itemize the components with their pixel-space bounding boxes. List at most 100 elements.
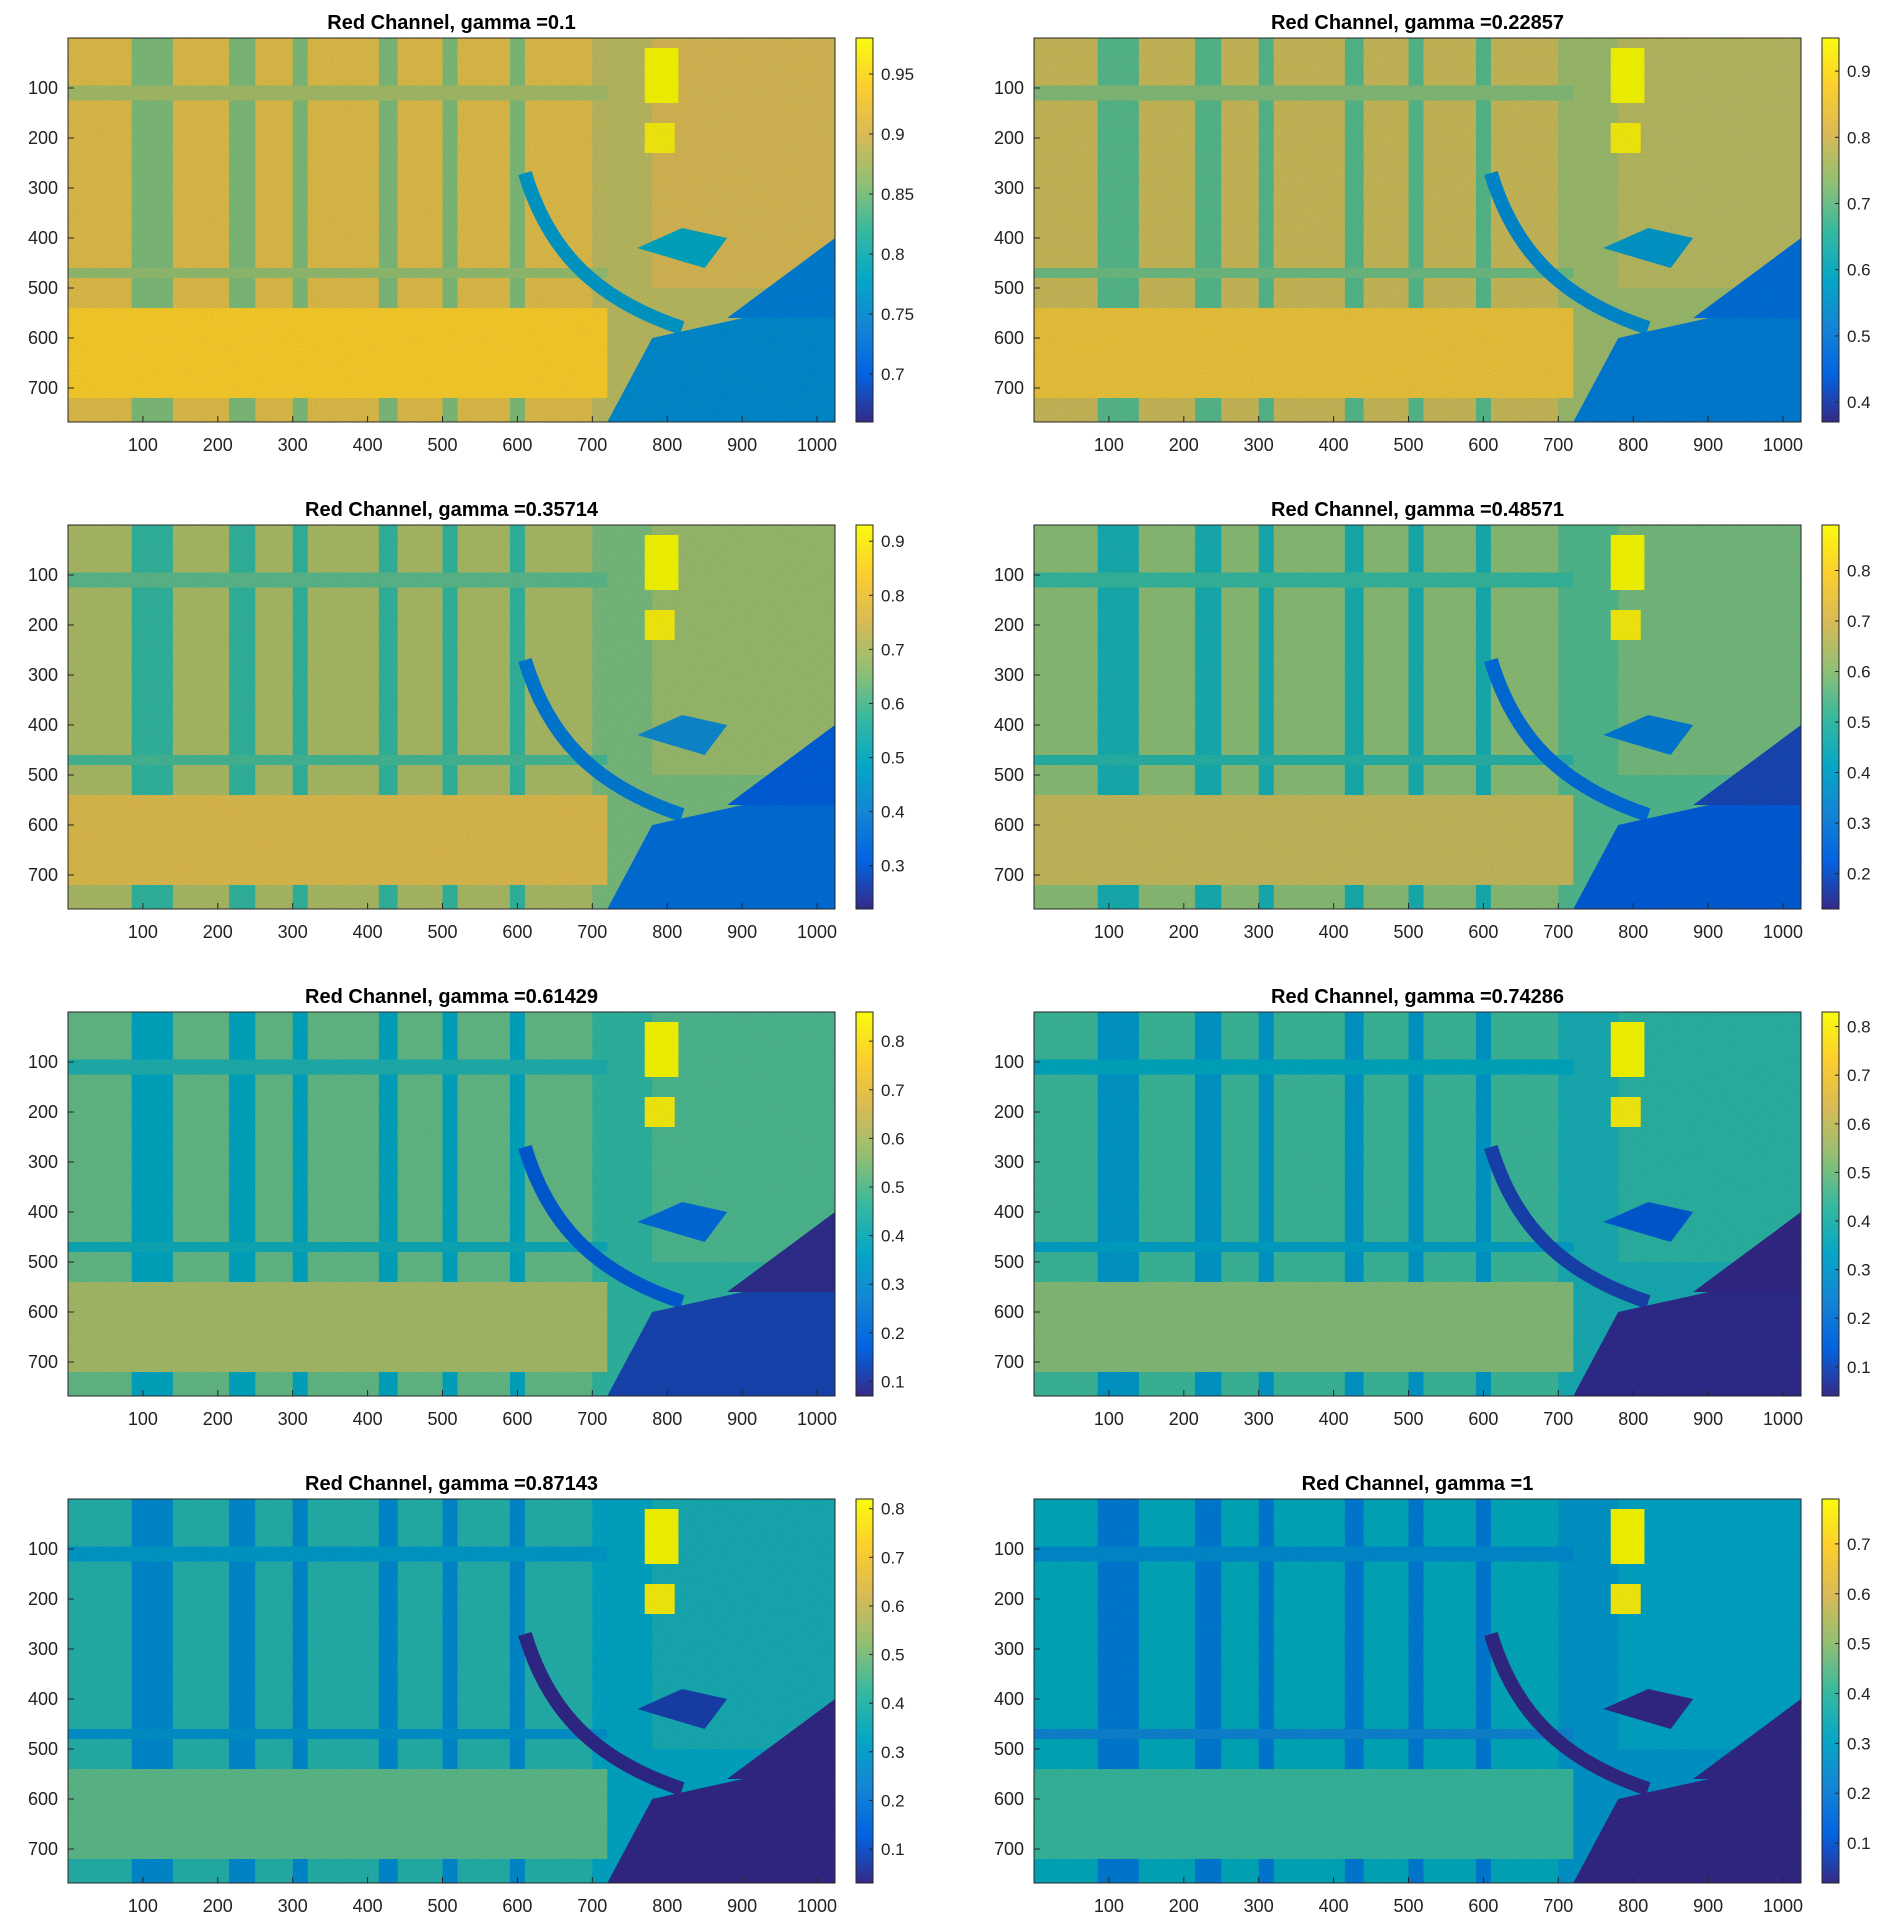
- subplot-title: Red Channel, gamma =1: [1302, 1473, 1534, 1495]
- colorbar: 0.1 0.2 0.3 0.4 0.5 0.6 0.7: [1821, 1498, 1871, 1884]
- y-tick-label: 300: [994, 1152, 1024, 1172]
- x-tick-label: 800: [1618, 1409, 1648, 1429]
- axes-box: [67, 524, 836, 910]
- heatmap-image: [68, 1499, 835, 1883]
- x-tick-label: 600: [1468, 1896, 1498, 1916]
- x-tick-label: 700: [577, 435, 607, 455]
- x-tick-label: 700: [577, 1896, 607, 1916]
- colorbar-tick-label: 0.6: [881, 1129, 905, 1148]
- y-tick-label: 600: [994, 815, 1024, 835]
- colorbar-tick-label: 0.9: [1847, 62, 1871, 81]
- x-tick-label: 300: [278, 1896, 308, 1916]
- colorbar-tick-label: 0.2: [1847, 865, 1871, 884]
- subplot-5: Red Channel, gamma =0.61429 100 200 300 400 5…: [28, 986, 905, 1429]
- y-tick-label: 500: [994, 278, 1024, 298]
- subplot-title: Red Channel, gamma =0.48571: [1271, 499, 1564, 521]
- x-tick-label: 400: [353, 1409, 383, 1429]
- colorbar-tick-label: 0.1: [881, 1840, 905, 1859]
- x-tick-label: 100: [128, 1896, 158, 1916]
- colorbar-tick-label: 0.4: [881, 1227, 905, 1246]
- y-tick-label: 200: [994, 615, 1024, 635]
- x-tick-label: 900: [727, 922, 757, 942]
- x-tick-label: 200: [203, 1409, 233, 1429]
- y-tick-label: 400: [994, 228, 1024, 248]
- y-tick-label: 200: [994, 1102, 1024, 1122]
- y-tick-label: 100: [28, 1052, 58, 1072]
- heatmap-image: [1034, 1499, 1801, 1883]
- colorbar-tick-label: 0.7: [881, 1081, 905, 1100]
- y-tick-label: 500: [28, 1739, 58, 1759]
- x-tick-label: 100: [1094, 1409, 1124, 1429]
- y-tick-label: 500: [994, 1252, 1024, 1272]
- colorbar-tick-label: 0.85: [881, 185, 914, 204]
- colorbar-tick-label: 0.2: [881, 1324, 905, 1343]
- x-tick-label: 700: [1543, 435, 1573, 455]
- heatmap-image: [1034, 525, 1801, 909]
- colorbar-tick-label: 0.7: [1847, 1066, 1871, 1085]
- x-tick-label: 200: [1169, 1409, 1199, 1429]
- y-tick-label: 700: [28, 1839, 58, 1859]
- x-tick-label: 400: [1319, 1896, 1349, 1916]
- colorbar-tick-label: 0.8: [1847, 1018, 1871, 1037]
- y-tick-label: 200: [28, 615, 58, 635]
- colorbar-tick-label: 0.5: [1847, 1163, 1871, 1182]
- x-tick-label: 900: [727, 1409, 757, 1429]
- x-tick-label: 900: [727, 1896, 757, 1916]
- y-tick-label: 600: [28, 815, 58, 835]
- subplot-title: Red Channel, gamma =0.35714: [305, 499, 599, 521]
- y-tick-label: 300: [994, 665, 1024, 685]
- x-tick-label: 800: [652, 1409, 682, 1429]
- y-tick-label: 100: [994, 1052, 1024, 1072]
- x-tick-label: 500: [1393, 1409, 1423, 1429]
- x-tick-label: 300: [278, 922, 308, 942]
- heatmap-image: [68, 525, 835, 909]
- y-tick-label: 600: [28, 1302, 58, 1322]
- subplot-title: Red Channel, gamma =0.22857: [1271, 12, 1564, 34]
- colorbar-tick-label: 0.8: [1847, 128, 1871, 147]
- x-tick-label: 800: [1618, 922, 1648, 942]
- axes-box: [67, 37, 836, 423]
- colorbar-tick-label: 0.6: [1847, 1115, 1871, 1134]
- axes-box: [1033, 524, 1802, 910]
- colorbar-tick-label: 0.1: [881, 1372, 905, 1391]
- colorbar-tick-label: 0.3: [1847, 1734, 1871, 1753]
- colorbar-tick-label: 0.7: [1847, 612, 1871, 631]
- x-tick-label: 200: [1169, 1896, 1199, 1916]
- y-tick-label: 600: [994, 328, 1024, 348]
- y-tick-label: 300: [28, 1639, 58, 1659]
- y-tick-label: 100: [28, 565, 58, 585]
- y-tick-label: 500: [28, 278, 58, 298]
- x-tick-label: 400: [353, 1896, 383, 1916]
- y-tick-label: 500: [994, 765, 1024, 785]
- x-tick-label: 800: [1618, 435, 1648, 455]
- y-tick-label: 600: [994, 1789, 1024, 1809]
- colorbar-tick-label: 0.95: [881, 65, 914, 84]
- y-tick-label: 400: [28, 1202, 58, 1222]
- x-tick-label: 100: [1094, 435, 1124, 455]
- colorbar-tick-label: 0.75: [881, 305, 914, 324]
- colorbar-tick-label: 0.8: [881, 1032, 905, 1051]
- colorbar-tick-label: 0.1: [1847, 1834, 1871, 1853]
- subplot-2: Red Channel, gamma =0.22857 100 200 300 400 5…: [994, 12, 1871, 455]
- x-tick-label: 600: [1468, 1409, 1498, 1429]
- x-tick-label: 700: [1543, 922, 1573, 942]
- y-tick-label: 500: [28, 1252, 58, 1272]
- y-tick-label: 100: [28, 78, 58, 98]
- x-tick-label: 900: [1693, 922, 1723, 942]
- y-tick-label: 500: [994, 1739, 1024, 1759]
- x-tick-label: 1000: [797, 1409, 837, 1429]
- colorbar: 0.7 0.75 0.8 0.85 0.9 0.95: [855, 37, 914, 423]
- x-tick-label: 300: [1244, 1409, 1274, 1429]
- x-tick-label: 300: [1244, 922, 1274, 942]
- x-tick-label: 800: [652, 922, 682, 942]
- colorbar-tick-label: 0.4: [1847, 393, 1871, 412]
- colorbar-tick-label: 0.5: [881, 1646, 905, 1665]
- axes-box: [1033, 37, 1802, 423]
- colorbar-tick-label: 0.8: [881, 586, 905, 605]
- y-tick-label: 700: [28, 865, 58, 885]
- axes-box: [67, 1011, 836, 1397]
- x-tick-label: 700: [577, 1409, 607, 1429]
- x-tick-label: 500: [427, 1896, 457, 1916]
- y-tick-label: 600: [28, 328, 58, 348]
- colorbar-tick-label: 0.6: [881, 1597, 905, 1616]
